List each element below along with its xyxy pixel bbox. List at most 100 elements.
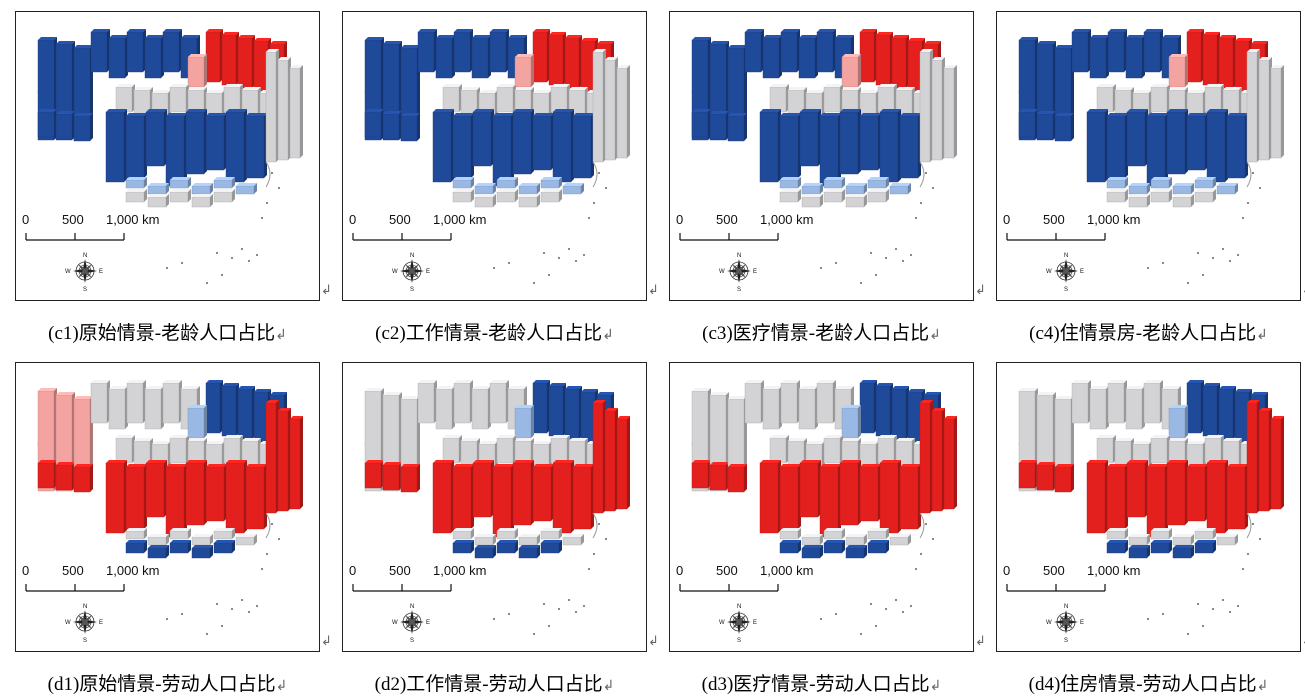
extruded-map xyxy=(691,29,957,208)
compass-w: W xyxy=(1046,620,1052,626)
scale-bar: 0 500 1,000 km xyxy=(22,563,159,592)
compass-rose-icon: N S E W xyxy=(719,604,757,644)
compass-n: N xyxy=(83,253,87,259)
scale-bar: 0 500 1,000 km xyxy=(22,212,159,241)
map-panel-d1: 0 500 1,000 km N S E W xyxy=(15,362,320,652)
extruded-map xyxy=(691,380,957,559)
south-sea-islands xyxy=(1147,161,1261,284)
scale-bar: 0 500 1,000 km xyxy=(349,563,486,592)
scale-label-0: 0 xyxy=(22,563,29,578)
scale-label-500: 500 xyxy=(62,212,84,227)
scale-label-1000: 1,000 km xyxy=(1087,563,1140,578)
compass-rose-icon: N S E W xyxy=(392,604,430,644)
compass-w: W xyxy=(392,269,398,275)
compass-e: E xyxy=(99,620,103,626)
compass-e: E xyxy=(753,620,757,626)
compass-s: S xyxy=(1064,287,1068,293)
compass-w: W xyxy=(392,620,398,626)
compass-n: N xyxy=(410,604,414,610)
paragraph-mark-icon: ↲ xyxy=(1302,283,1305,298)
compass-n: N xyxy=(1064,604,1068,610)
panel-caption-c4: (c4)住情景房-老龄人口占比↲ xyxy=(1029,323,1268,344)
scale-label-0: 0 xyxy=(676,563,683,578)
scale-label-1000: 1,000 km xyxy=(106,212,159,227)
scale-label-1000: 1,000 km xyxy=(106,563,159,578)
extruded-map xyxy=(364,29,630,208)
scale-bar: 0 500 1,000 km xyxy=(349,212,486,241)
compass-n: N xyxy=(410,253,414,259)
compass-e: E xyxy=(753,269,757,275)
compass-w: W xyxy=(719,620,725,626)
south-sea-islands xyxy=(166,512,280,635)
panel-caption-c3: (c3)医疗情景-老龄人口占比↲ xyxy=(702,323,941,344)
scale-label-500: 500 xyxy=(1043,212,1065,227)
paragraph-mark-icon: ↲ xyxy=(602,328,614,343)
compass-rose-icon: N S E W xyxy=(719,253,757,293)
scale-label-0: 0 xyxy=(676,212,683,227)
scale-label-0: 0 xyxy=(1003,563,1010,578)
compass-s: S xyxy=(737,638,741,644)
compass-e: E xyxy=(99,269,103,275)
scale-label-1000: 1,000 km xyxy=(760,212,813,227)
compass-rose-icon: N S E W xyxy=(392,253,430,293)
scale-label-1000: 1,000 km xyxy=(760,563,813,578)
scale-label-1000: 1,000 km xyxy=(433,212,486,227)
map-panel-d4: 0 500 1,000 km N S E W xyxy=(996,362,1301,652)
paragraph-mark-icon: ↲ xyxy=(975,634,986,649)
south-sea-islands xyxy=(1147,512,1261,635)
map-panel-d2: 0 500 1,000 km N S E W xyxy=(342,362,647,652)
scale-label-500: 500 xyxy=(389,212,411,227)
south-sea-islands xyxy=(493,161,607,284)
paragraph-mark-icon: ↲ xyxy=(275,679,288,694)
paragraph-mark-icon: ↲ xyxy=(1256,328,1268,343)
scale-label-500: 500 xyxy=(1043,563,1065,578)
paragraph-mark-icon: ↲ xyxy=(929,679,942,694)
south-sea-islands xyxy=(493,512,607,635)
compass-e: E xyxy=(1080,269,1084,275)
scale-label-0: 0 xyxy=(349,212,356,227)
extruded-map xyxy=(1018,29,1284,208)
paragraph-mark-icon: ↲ xyxy=(648,634,659,649)
scale-label-500: 500 xyxy=(62,563,84,578)
compass-e: E xyxy=(426,620,430,626)
south-sea-islands xyxy=(820,512,934,635)
compass-s: S xyxy=(737,287,741,293)
panel-caption-d2: (d2)工作情景-劳动人口占比↲ xyxy=(374,674,615,695)
scale-label-500: 500 xyxy=(716,563,738,578)
scale-label-0: 0 xyxy=(22,212,29,227)
paragraph-mark-icon: ↲ xyxy=(321,283,332,298)
panel-caption-d4: (d4)住房情景-劳动人口占比↲ xyxy=(1028,674,1269,695)
paragraph-mark-icon: ↲ xyxy=(929,328,941,343)
compass-n: N xyxy=(737,604,741,610)
panel-caption-c2: (c2)工作情景-老龄人口占比↲ xyxy=(375,323,614,344)
panel-caption-c1: (c1)原始情景-老龄人口占比↲ xyxy=(48,323,287,344)
scale-bar: 0 500 1,000 km xyxy=(1003,212,1140,241)
extruded-map xyxy=(1018,380,1284,559)
scale-label-1000: 1,000 km xyxy=(433,563,486,578)
compass-s: S xyxy=(1064,638,1068,644)
scale-label-500: 500 xyxy=(716,212,738,227)
compass-rose-icon: N S E W xyxy=(1046,604,1084,644)
panel-caption-d1: (d1)原始情景-劳动人口占比↲ xyxy=(47,674,288,695)
map-panel-d3: 0 500 1,000 km N S E W xyxy=(669,362,974,652)
paragraph-mark-icon: ↲ xyxy=(602,679,615,694)
compass-w: W xyxy=(65,620,71,626)
compass-w: W xyxy=(65,269,71,275)
extruded-map xyxy=(37,29,303,208)
compass-s: S xyxy=(410,638,414,644)
map-panel-c4: 0 500 1,000 km N S E W xyxy=(996,11,1301,301)
panel-caption-d3: (d3)医疗情景-劳动人口占比↲ xyxy=(701,674,942,695)
compass-n: N xyxy=(737,253,741,259)
compass-rose-icon: N S E W xyxy=(65,253,103,293)
compass-n: N xyxy=(1064,253,1068,259)
scale-label-1000: 1,000 km xyxy=(1087,212,1140,227)
compass-s: S xyxy=(410,287,414,293)
compass-w: W xyxy=(1046,269,1052,275)
scale-bar: 0 500 1,000 km xyxy=(676,212,813,241)
scale-bar: 0 500 1,000 km xyxy=(676,563,813,592)
map-panel-c3: 0 500 1,000 km N S E W xyxy=(669,11,974,301)
compass-n: N xyxy=(83,604,87,610)
scale-bar: 0 500 1,000 km xyxy=(1003,563,1140,592)
scale-label-0: 0 xyxy=(1003,212,1010,227)
compass-e: E xyxy=(426,269,430,275)
